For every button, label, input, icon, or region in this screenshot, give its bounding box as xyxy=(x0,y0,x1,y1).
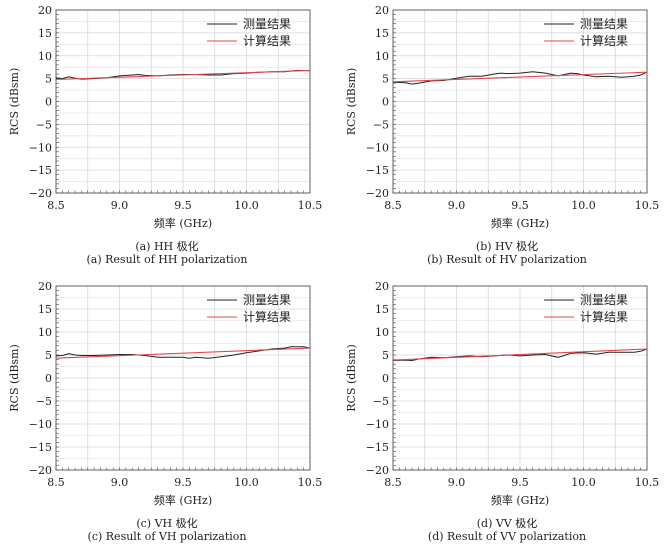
y-tick-label: −15 xyxy=(366,441,389,454)
y-tick-label: 20 xyxy=(375,280,389,293)
caption-en: (a) Result of HH polarization xyxy=(86,253,248,266)
caption-a: (a) HH 极化 (a) Result of HH polarization xyxy=(0,240,334,266)
x-tick-label: 9.5 xyxy=(174,476,192,489)
x-tick-label: 9.0 xyxy=(448,199,466,212)
y-tick-label: −20 xyxy=(366,187,389,200)
y-tick-label: 0 xyxy=(382,372,389,385)
x-tick-label: 10.5 xyxy=(298,199,323,212)
y-tick-label: 0 xyxy=(45,96,52,109)
x-tick-label: 8.5 xyxy=(47,199,65,212)
y-tick-label: 5 xyxy=(382,73,389,86)
y-tick-label: 5 xyxy=(382,349,389,362)
y-tick-label: 5 xyxy=(45,349,52,362)
subplot-3: 8.5 9.0 9.5 10.0 10.5 20 15 10 5 0 −5 −10 −15 −20 频率 (… xyxy=(345,280,659,507)
x-axis-label: 频率 (GHz) xyxy=(491,216,549,230)
caption-b: (b) HV 极化 (b) Result of HV polarization xyxy=(340,240,668,266)
x-axis-label: 频率 (GHz) xyxy=(154,216,212,230)
y-tick-label: 15 xyxy=(38,27,52,40)
x-tick-label: 10.0 xyxy=(234,476,259,489)
x-tick-label: 9.0 xyxy=(111,476,129,489)
legend-label: 测量结果 xyxy=(580,17,628,31)
series-line-calculated xyxy=(55,347,311,359)
legend-label: 测量结果 xyxy=(580,293,628,307)
y-tick-label: 0 xyxy=(382,96,389,109)
x-tick-label: 9.0 xyxy=(448,476,466,489)
caption-c: (c) VH 极化 (c) Result of VH polarization xyxy=(0,517,334,543)
y-tick-label: 20 xyxy=(375,4,389,17)
y-axis-label: RCS (dBsm) xyxy=(8,344,21,412)
y-tick-label: 10 xyxy=(375,326,389,339)
y-tick-label: 15 xyxy=(375,27,389,40)
x-tick-label: 10.5 xyxy=(635,199,660,212)
x-tick-label: 8.5 xyxy=(384,476,402,489)
x-tick-label: 10.0 xyxy=(234,199,259,212)
x-tick-label: 8.5 xyxy=(47,476,65,489)
caption-d: (d) VV 极化 (d) Result of VV polarization xyxy=(340,517,668,543)
y-tick-label: −20 xyxy=(29,464,52,477)
subplot-0: 8.5 9.0 9.5 10.0 10.5 20 15 10 5 0 −5 −10 −15 −20 频率 (… xyxy=(8,4,322,230)
caption-cn: (a) HH 极化 xyxy=(135,240,199,253)
y-tick-label: 20 xyxy=(38,4,52,17)
caption-en: (d) Result of VV polarization xyxy=(427,530,587,543)
plot-frame xyxy=(392,9,648,194)
y-axis-label: RCS (dBsm) xyxy=(345,68,358,136)
x-tick-label: 9.0 xyxy=(111,199,129,212)
y-tick-label: 5 xyxy=(45,73,52,86)
legend-label: 计算结果 xyxy=(243,309,291,324)
y-tick-label: 10 xyxy=(38,50,52,63)
x-tick-label: 10.5 xyxy=(298,476,323,489)
y-tick-label: −5 xyxy=(36,118,52,131)
y-axis-label: RCS (dBsm) xyxy=(8,68,21,136)
x-tick-label: 9.5 xyxy=(511,199,529,212)
y-tick-label: −15 xyxy=(29,441,52,454)
legend-label: 计算结果 xyxy=(580,309,628,324)
y-tick-label: 0 xyxy=(45,372,52,385)
series-line-calculated xyxy=(392,71,648,83)
caption-en: (c) Result of VH polarization xyxy=(87,530,247,543)
x-tick-label: 9.5 xyxy=(511,476,529,489)
y-tick-label: −10 xyxy=(29,141,52,154)
y-tick-label: −10 xyxy=(366,141,389,154)
y-tick-label: 10 xyxy=(375,50,389,63)
y-axis-label: RCS (dBsm) xyxy=(345,344,358,412)
y-tick-label: 10 xyxy=(38,326,52,339)
y-tick-label: −10 xyxy=(366,418,389,431)
subplot-1: 8.5 9.0 9.5 10.0 10.5 20 15 10 5 0 −5 −10 −15 −20 频率 (… xyxy=(345,4,659,230)
x-tick-label: 10.0 xyxy=(571,199,596,212)
y-tick-label: 20 xyxy=(38,280,52,293)
x-axis-label: 频率 (GHz) xyxy=(491,493,549,507)
legend-label: 计算结果 xyxy=(580,33,628,48)
y-tick-label: −15 xyxy=(29,164,52,177)
y-tick-label: −15 xyxy=(366,164,389,177)
subplot-2: 8.5 9.0 9.5 10.0 10.5 20 15 10 5 0 −5 −10 −15 −20 频率 (… xyxy=(8,280,322,507)
series-line-calculated xyxy=(55,69,311,81)
y-tick-label: −5 xyxy=(373,118,389,131)
series-line-calculated xyxy=(392,348,648,361)
plot-frame xyxy=(392,285,648,471)
x-tick-label: 9.5 xyxy=(174,199,192,212)
y-tick-label: −5 xyxy=(36,395,52,408)
series-line-measured xyxy=(392,348,648,362)
x-tick-label: 10.5 xyxy=(635,476,660,489)
y-tick-label: −20 xyxy=(29,187,52,200)
legend-label: 测量结果 xyxy=(243,293,291,307)
y-tick-label: 15 xyxy=(38,303,52,316)
x-tick-label: 8.5 xyxy=(384,199,402,212)
caption-cn: (c) VH 极化 xyxy=(136,517,198,530)
legend-label: 计算结果 xyxy=(243,33,291,48)
caption-en: (b) Result of HV polarization xyxy=(427,253,587,266)
caption-cn: (b) HV 极化 xyxy=(475,240,539,253)
x-axis-label: 频率 (GHz) xyxy=(154,493,212,507)
legend-label: 测量结果 xyxy=(243,17,291,31)
x-tick-label: 10.0 xyxy=(571,476,596,489)
y-tick-label: −20 xyxy=(366,464,389,477)
y-tick-label: 15 xyxy=(375,303,389,316)
caption-cn: (d) VV 极化 xyxy=(476,517,538,530)
series-line-measured xyxy=(55,346,311,359)
plot-frame xyxy=(55,9,311,194)
y-tick-label: −5 xyxy=(373,395,389,408)
plot-frame xyxy=(55,285,311,471)
y-tick-label: −10 xyxy=(29,418,52,431)
